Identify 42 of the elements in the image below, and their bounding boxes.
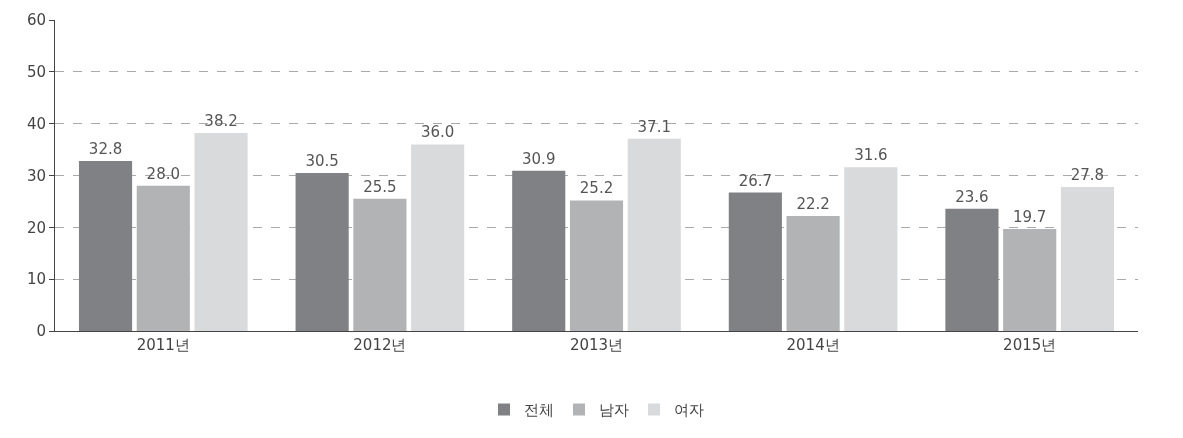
data-label: 32.8 xyxy=(88,139,123,158)
y-tick-label: 10 xyxy=(26,270,46,289)
data-label: 31.6 xyxy=(854,146,888,165)
bar xyxy=(295,172,349,331)
legend-label: 남자 xyxy=(599,401,629,420)
bar xyxy=(627,138,681,331)
bar xyxy=(411,144,465,331)
bar xyxy=(945,208,999,331)
legend-label: 여자 xyxy=(674,401,704,420)
y-tick-label: 0 xyxy=(36,322,46,341)
x-tick-label: 2011년 xyxy=(136,336,190,354)
bar xyxy=(194,133,248,331)
data-label: 25.5 xyxy=(363,177,397,196)
legend-label: 전체 xyxy=(524,401,554,420)
bar xyxy=(728,192,782,331)
data-label: 22.2 xyxy=(796,194,830,213)
data-label: 28.0 xyxy=(146,164,180,183)
data-label: 30.5 xyxy=(305,151,339,170)
bar xyxy=(512,170,566,331)
bar xyxy=(569,200,624,331)
y-tick-label: 50 xyxy=(26,63,46,82)
y-tick-label: 30 xyxy=(26,166,46,185)
bar xyxy=(78,160,133,331)
data-label: 23.6 xyxy=(955,187,989,206)
data-label: 27.8 xyxy=(1070,165,1105,184)
data-label: 26.7 xyxy=(738,171,773,190)
data-label: 25.2 xyxy=(579,179,614,198)
x-tick-label: 2012년 xyxy=(353,336,407,354)
data-label: 38.2 xyxy=(204,112,238,130)
y-tick-label: 60 xyxy=(26,11,46,30)
x-tick-label: 2014년 xyxy=(786,336,840,354)
x-tick-label: 2015년 xyxy=(1003,336,1057,354)
data-label: 30.9 xyxy=(522,149,556,168)
y-tick-label: 40 xyxy=(26,114,46,133)
data-label: 19.7 xyxy=(1013,207,1047,226)
bar xyxy=(844,167,898,331)
bar xyxy=(786,215,840,331)
data-label: 36.0 xyxy=(420,123,455,142)
data-label: 37.1 xyxy=(637,117,671,136)
bar xyxy=(1060,186,1115,331)
y-tick-label: 20 xyxy=(26,218,46,237)
x-tick-label: 2013년 xyxy=(569,336,624,354)
